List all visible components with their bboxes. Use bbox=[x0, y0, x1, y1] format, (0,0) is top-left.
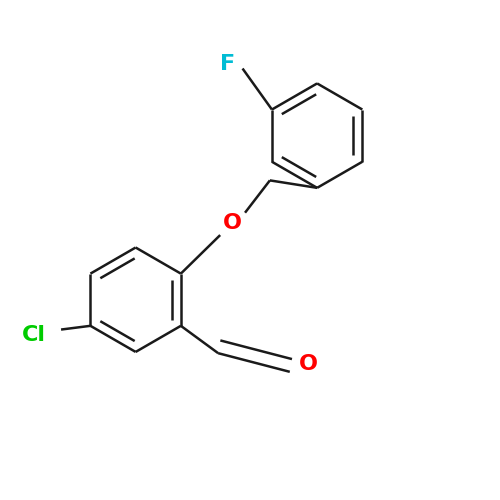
Text: Cl: Cl bbox=[22, 324, 46, 344]
Text: F: F bbox=[220, 54, 235, 74]
Text: O: O bbox=[223, 212, 242, 233]
Text: O: O bbox=[298, 354, 318, 374]
